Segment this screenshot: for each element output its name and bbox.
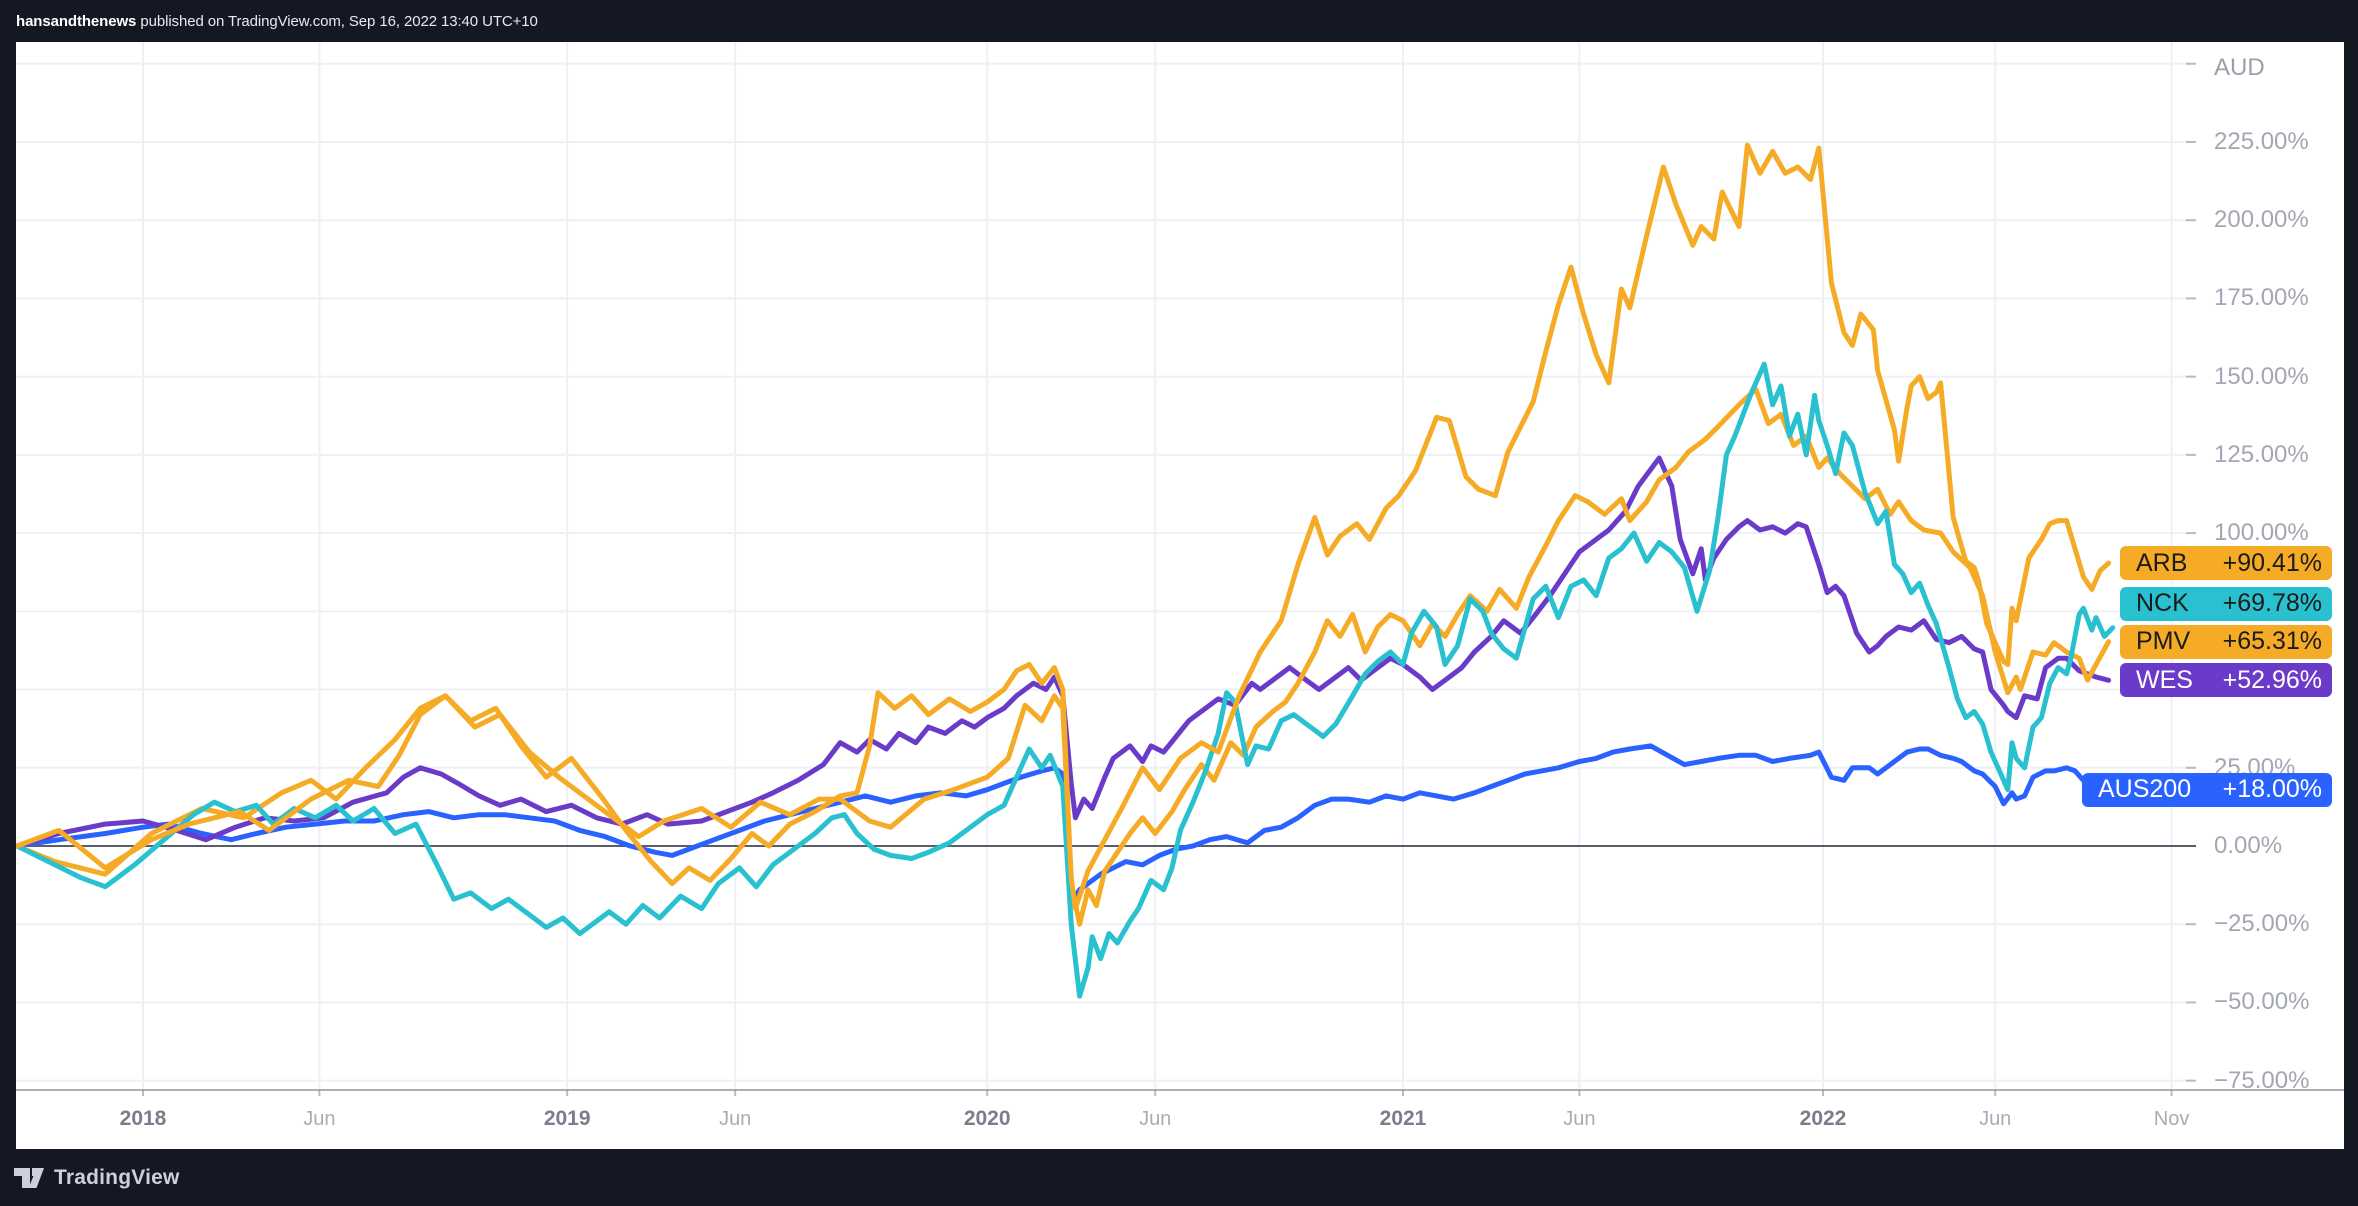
price-axis-label: −50.00% [2214, 988, 2310, 1016]
series-tag-pmv: PMV +65.31% [2120, 624, 2332, 659]
series-line-aus200 [16, 743, 2112, 905]
price-axis-label: 0.00% [2214, 832, 2283, 859]
series-tag-symbol: NCK [2136, 589, 2189, 618]
chart-panel: AUD 225.00% 200.00% 175.00% 150.00% 125.00% 10… [16, 42, 2344, 1149]
time-axis-label-nov: Nov [2153, 1108, 2190, 1130]
time-axis-label-jun: Jun [1139, 1108, 1172, 1130]
price-axis-label: −25.00% [2214, 910, 2310, 938]
time-axis-label-jun: Jun [1979, 1108, 2012, 1130]
price-axis-label: −75.00% [2214, 1066, 2310, 1094]
time-axis-label-2019: 2019 [543, 1107, 591, 1130]
time-axis-label-2022: 2022 [1799, 1107, 1847, 1130]
author-link[interactable]: hansandthenews [16, 12, 137, 30]
series-tag-value: +69.78% [2222, 589, 2322, 618]
series-tag-symbol: AUS200 [2098, 775, 2192, 804]
tradingview-logo-glyph [14, 1167, 44, 1188]
price-axis-currency: AUD [2214, 54, 2265, 81]
series-tag-aus200: AUS200 +18.00% [2082, 772, 2332, 807]
series-line-wes [16, 455, 2112, 849]
attribution-text: published on TradingView.com, Sep 16, 20… [136, 12, 538, 30]
attribution-bar: hansandthenews published on TradingView.… [0, 0, 2358, 42]
series-line-nck [16, 361, 2116, 999]
time-axis-label-jun: Jun [303, 1108, 336, 1130]
series-tag-nck: NCK +69.78% [2120, 586, 2332, 621]
time-axis-label-jun: Jun [1563, 1108, 1596, 1130]
series-tag-symbol: PMV [2136, 627, 2191, 656]
time-axis-label-2018: 2018 [119, 1107, 167, 1130]
series-tag-value: +90.41% [2222, 548, 2322, 577]
series-tag-value: +18.00% [2222, 775, 2322, 804]
price-axis-label: 225.00% [2214, 127, 2309, 155]
series-tag-arb: ARB +90.41% [2120, 546, 2332, 581]
footer-bar: TradingView [0, 1149, 2358, 1206]
chart-canvas[interactable] [16, 42, 2344, 1149]
tradingview-wordmark[interactable]: TradingView [54, 1165, 180, 1189]
price-axis-label: 125.00% [2214, 440, 2309, 468]
price-axis-label: 175.00% [2214, 284, 2309, 312]
tradingview-logo[interactable] [14, 1166, 44, 1190]
series-tag-symbol: ARB [2136, 548, 2188, 577]
time-axis-label-2021: 2021 [1379, 1107, 1427, 1130]
series-tag-value: +52.96% [2222, 665, 2322, 694]
series-tag-value: +65.31% [2222, 627, 2322, 656]
series-tag-wes: WES +52.96% [2120, 663, 2332, 698]
series-tag-symbol: WES [2136, 665, 2193, 694]
price-axis-label: 150.00% [2214, 362, 2309, 390]
time-axis-label-jun: Jun [719, 1108, 752, 1130]
price-axis-label: 100.00% [2214, 519, 2309, 547]
time-axis-label-2020: 2020 [963, 1107, 1011, 1130]
series-line-pmv [16, 386, 2112, 927]
series-line-arb [16, 142, 2112, 912]
price-axis-label: 200.00% [2214, 206, 2309, 234]
